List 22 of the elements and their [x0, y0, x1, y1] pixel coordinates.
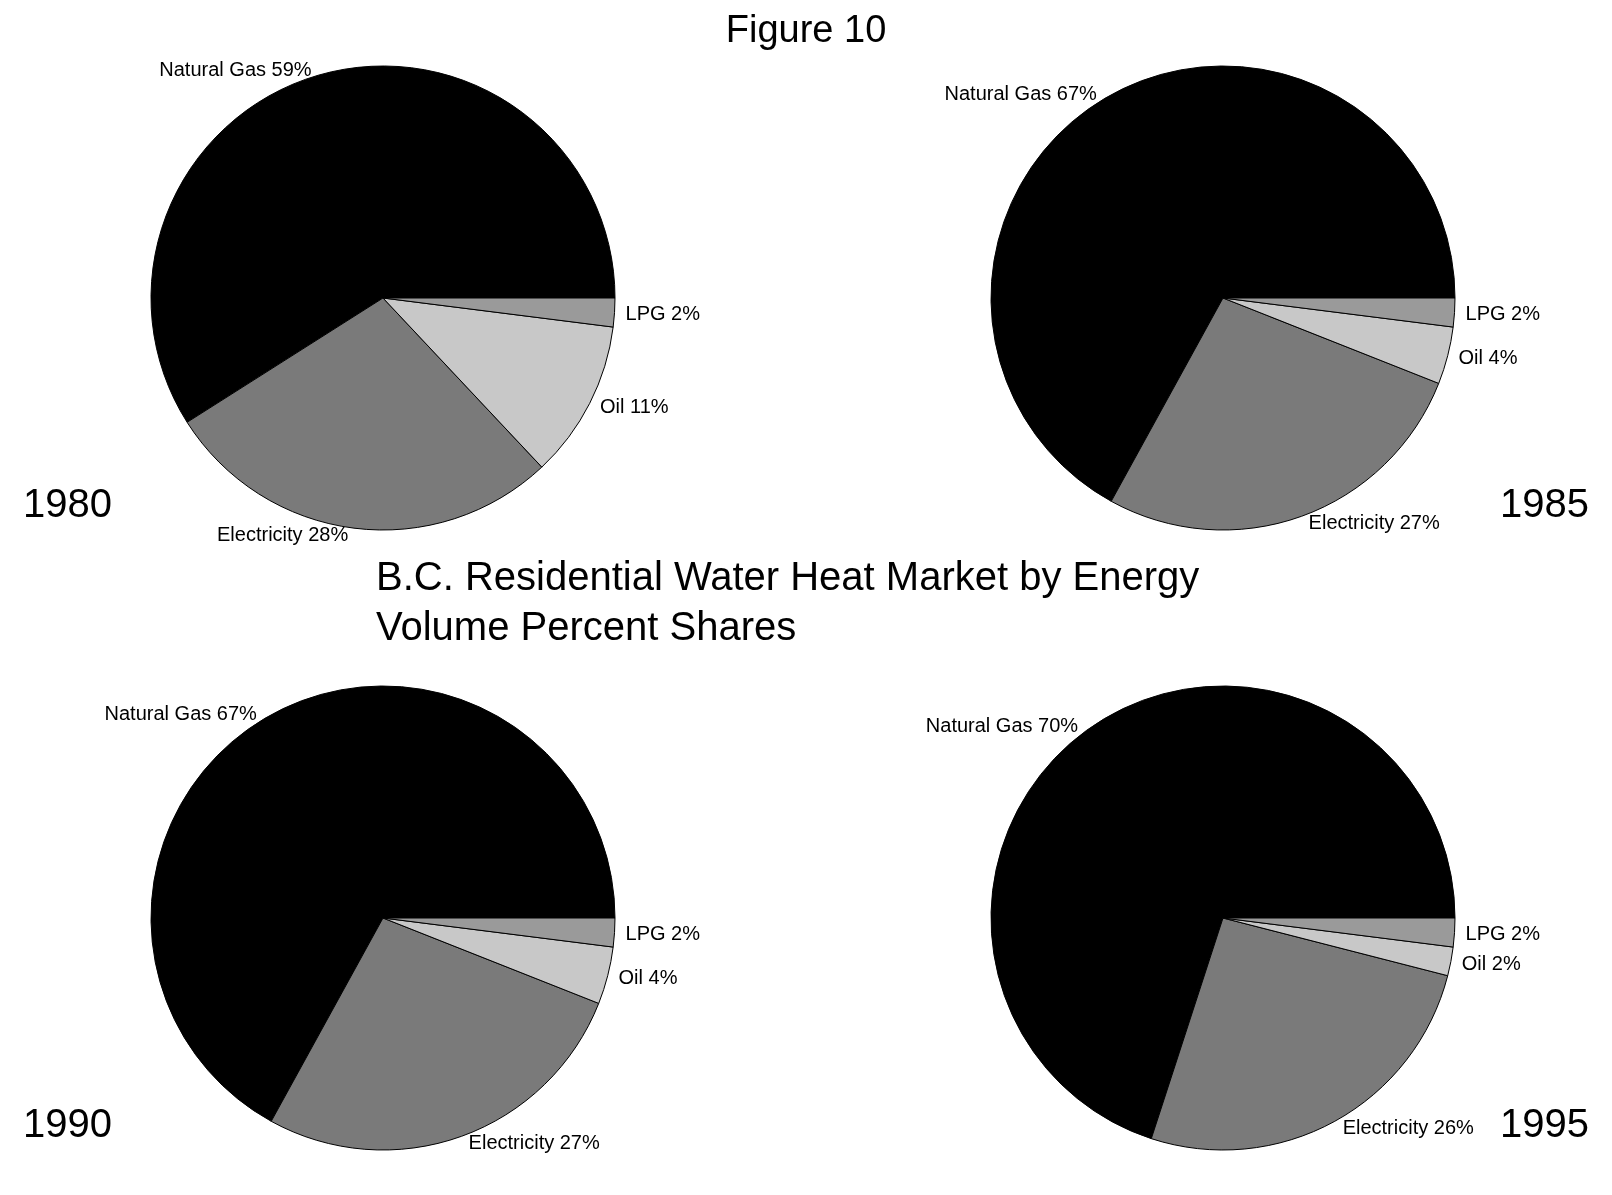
text: 1985 — [1500, 481, 1589, 525]
text: 1995 — [1500, 1101, 1589, 1145]
text: 1990 — [23, 1101, 112, 1145]
slice-label: LPG 2% — [1465, 921, 1541, 944]
slice-label: LPG 2% — [625, 301, 701, 324]
slice-label: Natural Gas 59% — [159, 58, 312, 81]
slice-label: LPG 2% — [1465, 301, 1541, 324]
slice-label: Natural Gas 67% — [944, 82, 1098, 105]
slice-label: Electricity 27% — [1308, 510, 1440, 533]
caption: Figure 10 — [725, 8, 887, 50]
slice-label: Oil 4% — [1458, 346, 1518, 369]
slice-label: Natural Gas 67% — [104, 702, 258, 725]
slice-label: Oil 4% — [618, 966, 678, 989]
slice-label: Electricity 28% — [217, 523, 349, 546]
text: B.C. Residential Water Heat Market by Energy Volume Percent Shares — [376, 554, 1211, 648]
text: 1980 — [23, 481, 112, 525]
slice-label: LPG 2% — [625, 921, 701, 944]
slice-label: Oil 11% — [600, 395, 669, 418]
slice-label: Natural Gas 70% — [925, 714, 1079, 737]
slice-label: Electricity 27% — [468, 1130, 600, 1153]
slice-label: Electricity 26% — [1342, 1115, 1475, 1138]
slice-label: Oil 2% — [1461, 951, 1521, 974]
